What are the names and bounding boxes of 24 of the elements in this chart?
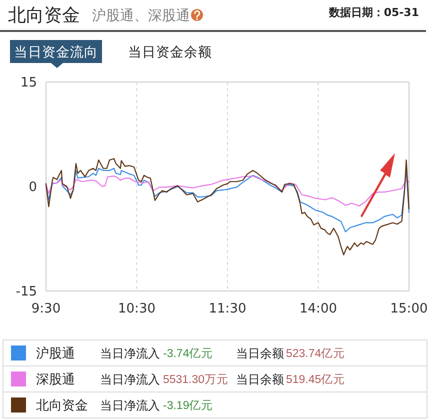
text: 5531.30万元 bbox=[163, 373, 229, 386]
text: 当日余额 bbox=[236, 346, 284, 360]
text: 519.45亿元 bbox=[286, 373, 346, 386]
x-tick-label: 10:30 bbox=[118, 302, 156, 317]
y-tick-label: 15 bbox=[20, 76, 37, 91]
text: 当日资金余额 bbox=[128, 44, 212, 60]
text: -3.19亿元 bbox=[163, 399, 214, 412]
text: 当日净流入 bbox=[100, 346, 160, 360]
legend-label: 沪股通 bbox=[36, 346, 75, 362]
text: 当日净流入 bbox=[100, 372, 160, 386]
chart-title: 北向资金 bbox=[8, 5, 80, 26]
legend-label: 深股通 bbox=[36, 372, 75, 388]
text: 当日净流入 bbox=[100, 398, 160, 412]
legend-label: 北向资金 bbox=[36, 398, 88, 414]
text: 当日余额 bbox=[236, 372, 284, 386]
text: -3.74亿元 bbox=[163, 347, 214, 360]
text: 数据日期：05-31 bbox=[328, 6, 419, 19]
x-tick-label: 11:30 bbox=[208, 302, 246, 317]
text: 当日资金流向 bbox=[14, 44, 98, 60]
y-tick-label: 0 bbox=[28, 180, 37, 196]
chart-subtitle: 沪股通、深股通 bbox=[92, 8, 190, 24]
x-tick-label: 9:30 bbox=[31, 302, 61, 317]
y-tick-label: -15 bbox=[16, 284, 37, 300]
text: 523.74亿元 bbox=[286, 347, 346, 360]
